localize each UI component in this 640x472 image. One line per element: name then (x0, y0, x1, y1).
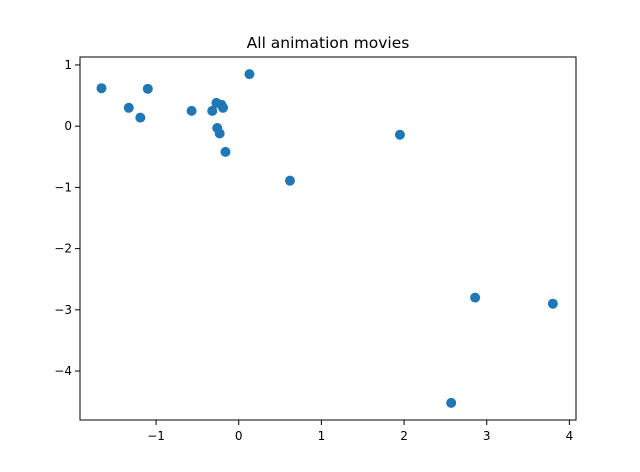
x-tick-label: 3 (483, 429, 491, 443)
y-tick-label: −1 (54, 180, 72, 194)
y-tick-label: −3 (54, 303, 72, 317)
scatter-point (123, 102, 134, 113)
scatter-point (547, 298, 558, 309)
scatter-point (96, 83, 107, 94)
y-tick-label: −2 (54, 242, 72, 256)
scatter-point (394, 129, 405, 140)
x-tick-label: −1 (147, 429, 165, 443)
scatter-point (142, 83, 153, 94)
scatter-point (214, 128, 225, 139)
x-tick-label: 1 (318, 429, 326, 443)
x-tick-label: 0 (235, 429, 243, 443)
scatter-point (446, 397, 457, 408)
scatter-point (284, 175, 295, 186)
scatter-point (244, 69, 255, 80)
axes-frame (79, 56, 577, 421)
ticks-layer: −1 0 1 2 3 4 1 0 −1 −2 −3 −4 (54, 58, 573, 443)
scatter-point (218, 102, 229, 113)
x-tick-label: 4 (566, 429, 574, 443)
x-tick-label: 2 (400, 429, 408, 443)
y-tick-label: −4 (54, 364, 72, 378)
points-layer (96, 69, 558, 408)
y-tick-label: 0 (64, 119, 72, 133)
scatter-point (186, 105, 197, 116)
scatter-point (207, 105, 218, 116)
scatter-point (135, 112, 146, 123)
scatter-point (220, 146, 231, 157)
scatter-point (470, 292, 481, 303)
y-tick-label: 1 (64, 58, 72, 72)
chart-title: All animation movies (247, 34, 410, 52)
